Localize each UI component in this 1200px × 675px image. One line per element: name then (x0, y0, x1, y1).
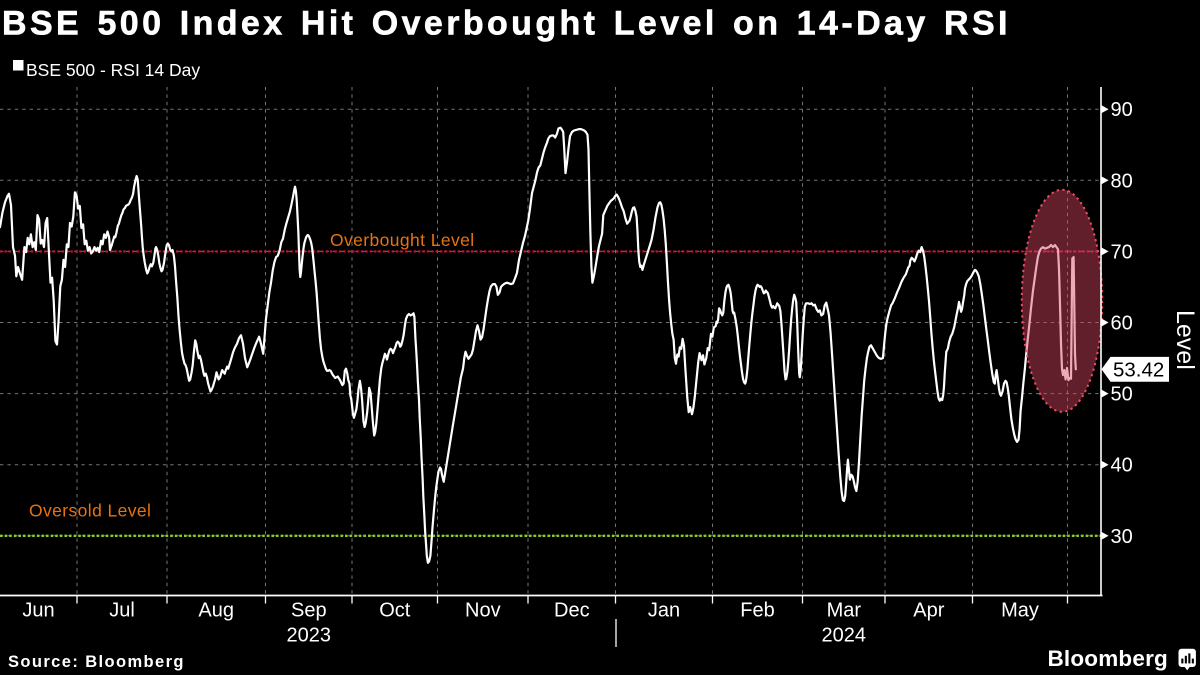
svg-text:Bloomberg: Bloomberg (1047, 646, 1168, 671)
svg-text:BSE 500 - RSI 14 Day: BSE 500 - RSI 14 Day (26, 60, 200, 80)
svg-text:Feb: Feb (740, 600, 774, 622)
svg-text:53.42: 53.42 (1113, 359, 1164, 382)
svg-text:Apr: Apr (913, 600, 944, 622)
svg-text:Oversold Level: Oversold Level (29, 501, 151, 521)
svg-text:30: 30 (1111, 526, 1133, 548)
svg-text:90: 90 (1111, 99, 1133, 121)
svg-text:70: 70 (1111, 241, 1133, 263)
svg-text:Level: Level (1171, 310, 1199, 370)
svg-text:Nov: Nov (465, 600, 501, 622)
svg-text:50: 50 (1111, 384, 1133, 406)
svg-text:2024: 2024 (822, 625, 867, 647)
svg-text:Source: Bloomberg: Source: Bloomberg (8, 653, 185, 671)
svg-text:80: 80 (1111, 170, 1133, 192)
svg-text:2023: 2023 (287, 625, 332, 647)
svg-text:Sep: Sep (291, 600, 327, 622)
svg-text:Dec: Dec (554, 600, 590, 622)
svg-text:BSE 500 Index Hit Overbought L: BSE 500 Index Hit Overbought Level on 14… (2, 5, 1011, 43)
svg-text:May: May (1001, 600, 1039, 622)
svg-text:Mar: Mar (827, 600, 862, 622)
svg-text:60: 60 (1111, 313, 1133, 335)
svg-text:Overbought Level: Overbought Level (330, 230, 475, 250)
svg-text:Jun: Jun (22, 600, 54, 622)
svg-text:Oct: Oct (379, 600, 411, 622)
svg-text:Aug: Aug (198, 600, 234, 622)
svg-text:Jul: Jul (109, 600, 135, 622)
svg-text:Jan: Jan (648, 600, 680, 622)
svg-text:40: 40 (1111, 455, 1133, 477)
